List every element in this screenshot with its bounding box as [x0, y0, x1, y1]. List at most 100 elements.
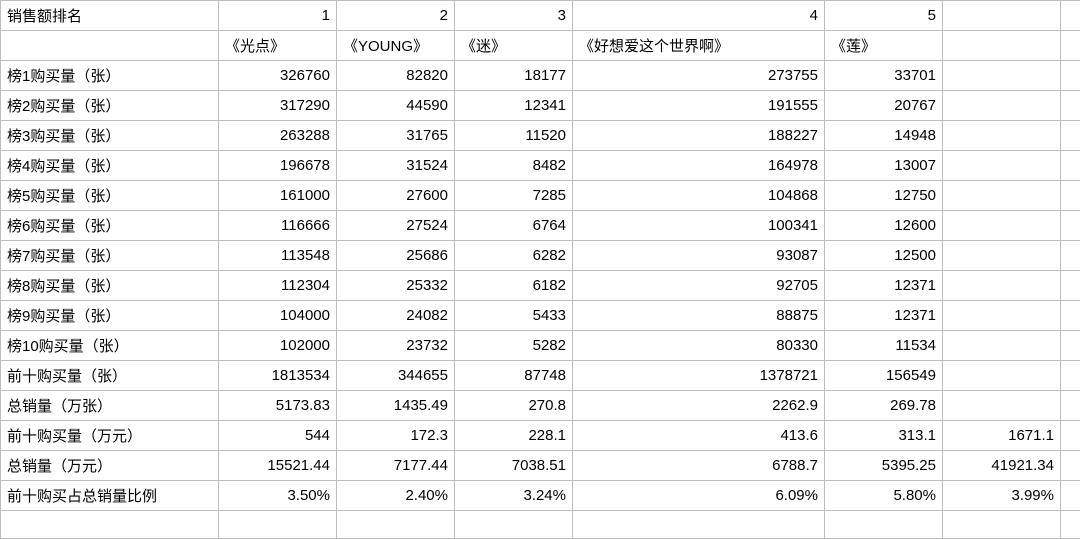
row-label: 总销量（万元） — [1, 451, 219, 481]
data-cell — [943, 391, 1061, 421]
empty-cell — [1, 511, 219, 539]
data-cell — [943, 121, 1061, 151]
data-cell: 6.09% — [573, 481, 825, 511]
row-label: 榜2购买量（张） — [1, 91, 219, 121]
data-cell: 102000 — [219, 331, 337, 361]
data-cell: 172.3 — [337, 421, 455, 451]
data-cell: 1378721 — [573, 361, 825, 391]
data-cell: 12600 — [825, 211, 943, 241]
data-cell: 104868 — [573, 181, 825, 211]
data-cell — [943, 181, 1061, 211]
data-cell: 31524 — [337, 151, 455, 181]
data-cell: 12341 — [455, 91, 573, 121]
data-cell: 1435.49 — [337, 391, 455, 421]
header-label: 销售额排名 — [1, 1, 219, 31]
data-cell: 317290 — [219, 91, 337, 121]
rank-cell: 5 — [825, 1, 943, 31]
empty-cell — [943, 1, 1061, 31]
data-cell: 164978 — [573, 151, 825, 181]
row-label: 榜3购买量（张） — [1, 121, 219, 151]
data-cell: 25332 — [337, 271, 455, 301]
data-cell: 12750 — [825, 181, 943, 211]
empty-cell — [1061, 91, 1080, 121]
data-cell: 12500 — [825, 241, 943, 271]
name-cell: 《光点》 — [219, 31, 337, 61]
row-label: 榜1购买量（张） — [1, 61, 219, 91]
data-cell: 1813534 — [219, 361, 337, 391]
row-label: 榜6购买量（张） — [1, 211, 219, 241]
empty-cell — [1061, 61, 1080, 91]
empty-cell — [1061, 451, 1080, 481]
data-cell — [943, 331, 1061, 361]
name-cell: 《莲》 — [825, 31, 943, 61]
data-cell: 93087 — [573, 241, 825, 271]
data-cell: 3.24% — [455, 481, 573, 511]
empty-cell — [825, 511, 943, 539]
row-label: 榜10购买量（张） — [1, 331, 219, 361]
sales-ranking-table: 销售额排名 1 2 3 4 5 《光点》 《YOUNG》 《迷》 《好想爱这个世… — [0, 0, 1080, 539]
row-label: 榜4购买量（张） — [1, 151, 219, 181]
data-cell: 269.78 — [825, 391, 943, 421]
data-cell: 12371 — [825, 271, 943, 301]
empty-cell — [1061, 301, 1080, 331]
data-cell: 23732 — [337, 331, 455, 361]
name-cell: 《好想爱这个世界啊》 — [573, 31, 825, 61]
empty-cell — [943, 31, 1061, 61]
empty-cell — [1061, 271, 1080, 301]
data-cell: 27524 — [337, 211, 455, 241]
empty-cell — [573, 511, 825, 539]
data-cell: 7038.51 — [455, 451, 573, 481]
data-cell: 313.1 — [825, 421, 943, 451]
data-cell: 228.1 — [455, 421, 573, 451]
empty-cell — [1061, 241, 1080, 271]
data-cell: 7285 — [455, 181, 573, 211]
data-cell: 104000 — [219, 301, 337, 331]
rank-cell: 1 — [219, 1, 337, 31]
data-cell: 3.99% — [943, 481, 1061, 511]
data-cell: 544 — [219, 421, 337, 451]
data-cell — [943, 211, 1061, 241]
data-cell: 6764 — [455, 211, 573, 241]
data-cell: 24082 — [337, 301, 455, 331]
data-cell: 5.80% — [825, 481, 943, 511]
data-cell: 92705 — [573, 271, 825, 301]
data-cell: 3.50% — [219, 481, 337, 511]
data-cell: 13007 — [825, 151, 943, 181]
empty-cell — [1061, 391, 1080, 421]
rank-cell: 4 — [573, 1, 825, 31]
data-cell — [943, 241, 1061, 271]
data-cell: 31765 — [337, 121, 455, 151]
data-cell: 88875 — [573, 301, 825, 331]
row-label — [1, 31, 219, 61]
data-cell: 196678 — [219, 151, 337, 181]
empty-cell — [1061, 121, 1080, 151]
data-cell: 12371 — [825, 301, 943, 331]
data-cell: 270.8 — [455, 391, 573, 421]
empty-cell — [1061, 1, 1080, 31]
data-cell: 87748 — [455, 361, 573, 391]
data-cell: 80330 — [573, 331, 825, 361]
data-cell: 161000 — [219, 181, 337, 211]
empty-cell — [1061, 31, 1080, 61]
data-cell — [943, 61, 1061, 91]
data-cell: 113548 — [219, 241, 337, 271]
empty-cell — [1061, 211, 1080, 241]
row-label: 前十购买量（张） — [1, 361, 219, 391]
empty-cell — [219, 511, 337, 539]
data-cell: 6282 — [455, 241, 573, 271]
data-cell: 263288 — [219, 121, 337, 151]
data-cell: 27600 — [337, 181, 455, 211]
data-cell: 11534 — [825, 331, 943, 361]
empty-cell — [337, 511, 455, 539]
data-cell: 188227 — [573, 121, 825, 151]
row-label: 前十购买占总销量比例 — [1, 481, 219, 511]
data-cell: 5433 — [455, 301, 573, 331]
data-cell: 100341 — [573, 211, 825, 241]
empty-cell — [455, 511, 573, 539]
row-label: 榜8购买量（张） — [1, 271, 219, 301]
data-cell: 5395.25 — [825, 451, 943, 481]
data-cell: 41921.34 — [943, 451, 1061, 481]
data-cell: 33701 — [825, 61, 943, 91]
data-cell: 6182 — [455, 271, 573, 301]
data-cell — [943, 151, 1061, 181]
